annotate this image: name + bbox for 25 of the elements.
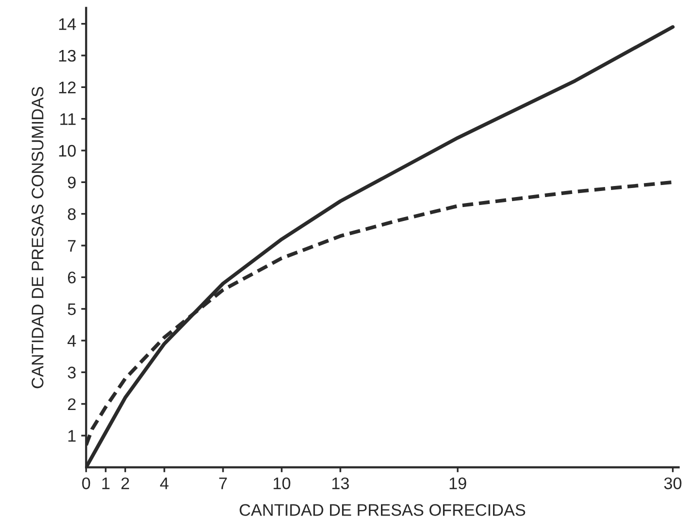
y-tick-label: 4 <box>68 335 76 347</box>
x-tick-label: 19 <box>450 477 466 490</box>
y-tick-label: 9 <box>68 176 76 188</box>
y-tick-label: 2 <box>68 398 76 410</box>
y-tick-label: 13 <box>59 50 76 62</box>
x-tick-label: 10 <box>274 477 290 490</box>
y-tick-label: 11 <box>60 113 76 125</box>
y-tick-label: 12 <box>59 82 76 94</box>
x-tick-label: 0 <box>82 477 90 490</box>
y-axis-title: CANTIDAD DE PRESAS CONSUMIDAS <box>32 86 44 388</box>
y-tick-label: 8 <box>68 208 76 220</box>
y-tick-label: 1 <box>68 430 76 442</box>
y-tick-label: 10 <box>59 144 76 157</box>
y-tick-label: 7 <box>68 240 76 252</box>
x-tick-label: 4 <box>160 478 168 490</box>
x-axis-title: CANTIDAD DE PRESAS OFRECIDAS <box>240 504 526 516</box>
x-tick-label: 1 <box>102 478 110 490</box>
x-tick-label: 30 <box>664 477 682 490</box>
y-tick-label: 14 <box>59 18 76 30</box>
y-tick-label: 6 <box>68 272 76 284</box>
x-tick-label: 13 <box>332 477 349 490</box>
x-tick-label: 2 <box>121 477 130 490</box>
x-tick-label: 7 <box>219 478 227 490</box>
y-tick-label: 5 <box>68 303 76 316</box>
y-tick-label: 3 <box>68 366 76 378</box>
